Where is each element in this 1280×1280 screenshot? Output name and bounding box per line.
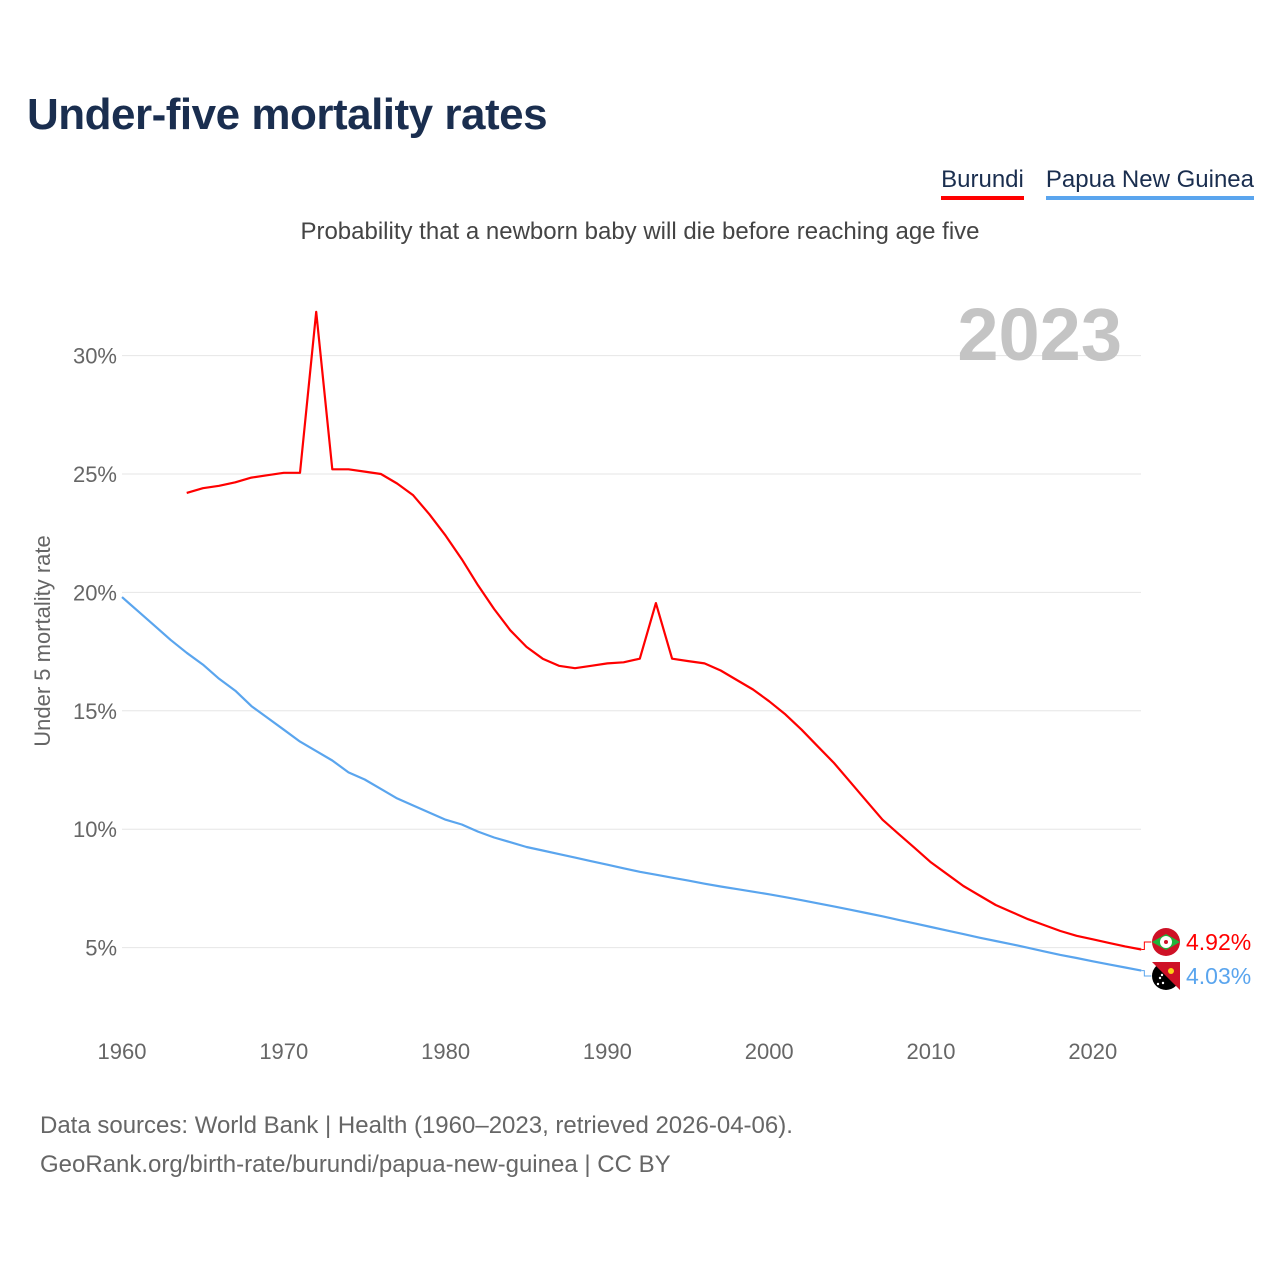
source-line-2[interactable]: GeoRank.org/birth-rate/burundi/papua-new…: [40, 1151, 671, 1178]
legend-papua-new-guinea[interactable]: Papua New Guinea: [1045, 166, 1254, 200]
legend: Burundi Papua New Guinea: [941, 166, 1254, 200]
connector-line: [1141, 941, 1152, 950]
flag-star: [1156, 982, 1160, 986]
legend-burundi[interactable]: Burundi: [941, 166, 1024, 200]
series-line-burundi: [186, 310, 1142, 951]
flag-star: [1158, 976, 1162, 980]
burundi-flag-icon: [1152, 928, 1180, 956]
y-tick-label: 10%: [73, 817, 117, 842]
year-label: 2023: [957, 293, 1122, 376]
flag-star: [1161, 981, 1165, 985]
x-tick-label: 1960: [98, 1039, 147, 1064]
y-tick-label: 25%: [73, 462, 117, 487]
x-tick-label: 2000: [745, 1039, 794, 1064]
source-text: Data sources: World Bank | Health (1960–…: [40, 1106, 793, 1184]
end-value-label: 4.92%: [1186, 929, 1251, 955]
papua-new-guinea-flag-icon: [1152, 962, 1180, 990]
y-tick-label: 30%: [73, 344, 117, 369]
chart-subtitle: Probability that a newborn baby will die…: [300, 218, 980, 245]
flag-star: [1160, 973, 1164, 977]
source-line-1: Data sources: World Bank | Health (1960–…: [40, 1112, 793, 1139]
x-tick-label: 1980: [421, 1039, 470, 1064]
connector-line: [1141, 970, 1152, 977]
y-tick-label: 15%: [73, 699, 117, 724]
y-axis-label: Under 5 mortality rate: [30, 535, 55, 747]
y-tick-label: 20%: [73, 580, 117, 605]
flag-bird: [1168, 968, 1174, 974]
series-line-papua-new-guinea: [121, 596, 1142, 972]
x-tick-label: 2020: [1068, 1039, 1117, 1064]
x-tick-label: 2010: [907, 1039, 956, 1064]
x-tick-label: 1990: [583, 1039, 632, 1064]
end-value-label: 4.03%: [1186, 963, 1251, 989]
flag-star: [1164, 940, 1168, 944]
y-tick-label: 5%: [85, 936, 117, 961]
x-tick-label: 1970: [259, 1039, 308, 1064]
chart-title: Under-five mortality rates: [27, 90, 548, 139]
